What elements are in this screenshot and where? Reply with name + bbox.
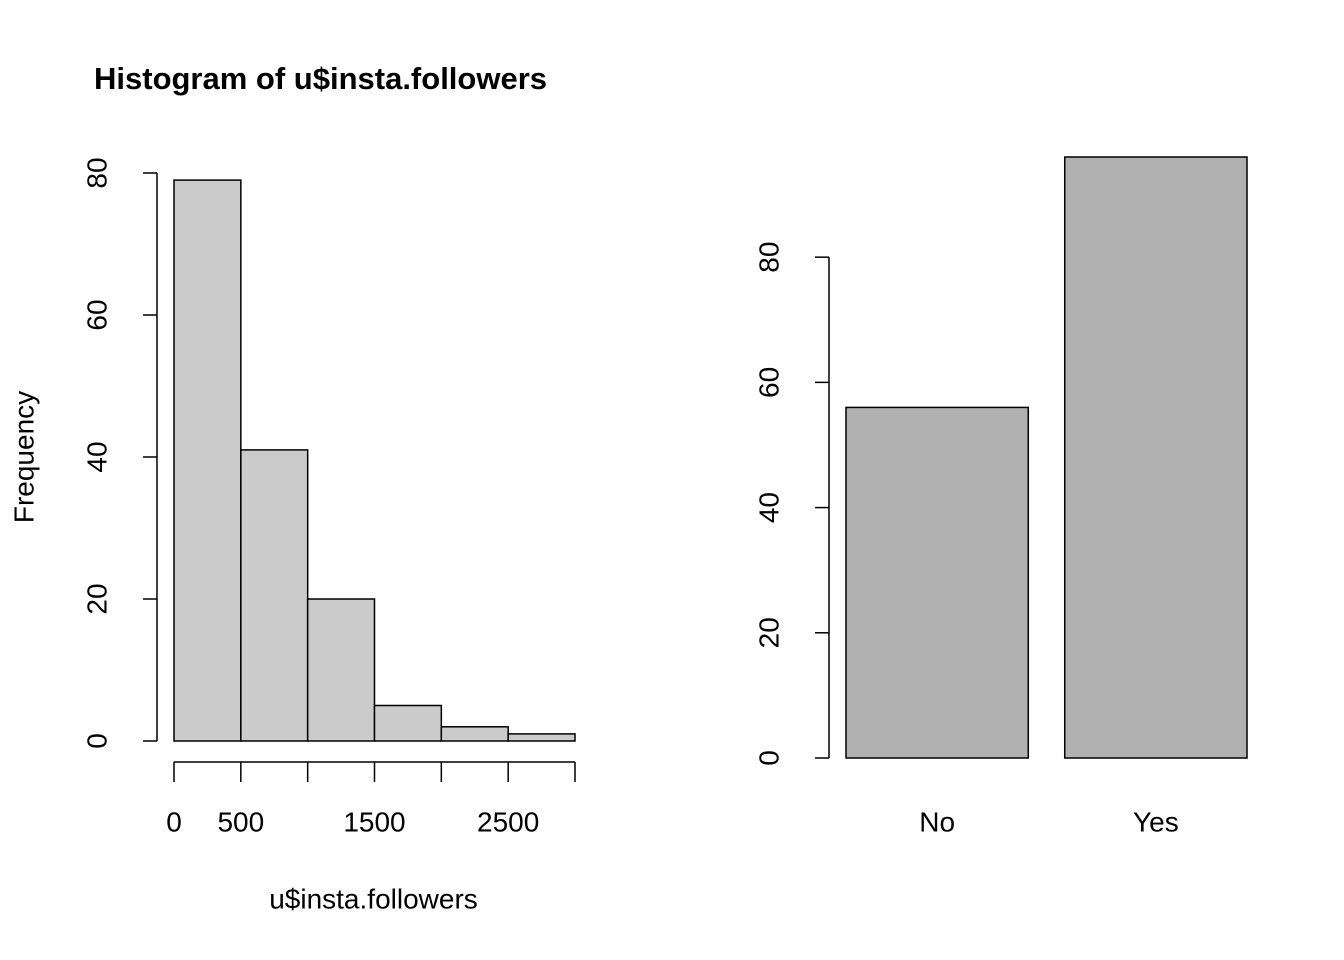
y-tick-label: 60 bbox=[81, 299, 112, 330]
y-tick-label: 0 bbox=[81, 733, 112, 749]
x-tick-label: 0 bbox=[166, 806, 182, 837]
y-tick-label: 20 bbox=[81, 583, 112, 614]
x-axis-label: u$insta.followers bbox=[269, 883, 478, 914]
x-tick-label: 2500 bbox=[477, 806, 539, 837]
histogram-bar bbox=[440, 726, 509, 742]
histogram-bar bbox=[373, 704, 443, 742]
histogram-bar bbox=[173, 179, 242, 742]
bar bbox=[845, 406, 1030, 759]
y-axis-label: Frequency bbox=[8, 391, 39, 523]
histogram-bar bbox=[306, 598, 376, 742]
histogram-bar bbox=[507, 733, 576, 742]
y-tick-label: 60 bbox=[753, 367, 784, 398]
y-tick-label: 40 bbox=[81, 441, 112, 472]
x-tick-label: Yes bbox=[1133, 806, 1179, 837]
y-tick-label: 40 bbox=[753, 492, 784, 523]
x-tick-label: 500 bbox=[217, 806, 264, 837]
bar bbox=[1063, 156, 1248, 759]
y-tick-label: 0 bbox=[753, 750, 784, 766]
y-tick-label: 80 bbox=[753, 242, 784, 273]
chart-title: Histogram of u$insta.followers bbox=[94, 61, 547, 96]
y-tick-label: 80 bbox=[81, 157, 112, 188]
y-tick-label: 20 bbox=[753, 617, 784, 648]
histogram-bar bbox=[240, 449, 309, 742]
x-tick-label: No bbox=[919, 806, 955, 837]
x-tick-label: 1500 bbox=[343, 806, 405, 837]
